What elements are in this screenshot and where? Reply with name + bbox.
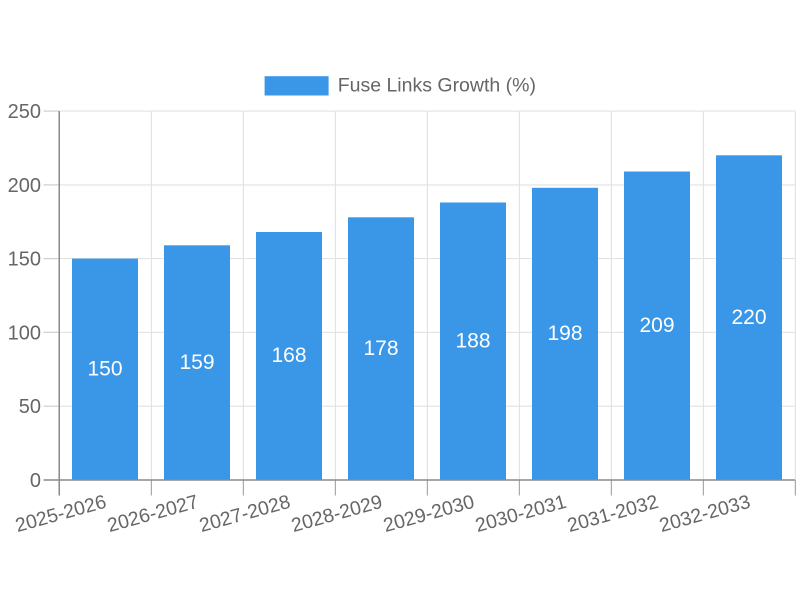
svg-text:150: 150 — [8, 249, 41, 271]
svg-text:220: 220 — [731, 306, 766, 329]
svg-text:Fuse Links Growth (%): Fuse Links Growth (%) — [338, 74, 536, 96]
svg-text:200: 200 — [8, 175, 41, 197]
svg-text:198: 198 — [547, 322, 582, 345]
svg-text:188: 188 — [455, 330, 490, 353]
svg-text:209: 209 — [639, 314, 674, 337]
svg-text:0: 0 — [30, 470, 41, 492]
svg-text:159: 159 — [179, 351, 214, 374]
svg-text:178: 178 — [363, 337, 398, 360]
svg-text:168: 168 — [271, 344, 306, 367]
svg-text:50: 50 — [19, 396, 41, 418]
svg-text:100: 100 — [8, 322, 41, 344]
svg-text:250: 250 — [8, 101, 41, 123]
svg-text:150: 150 — [87, 358, 122, 381]
